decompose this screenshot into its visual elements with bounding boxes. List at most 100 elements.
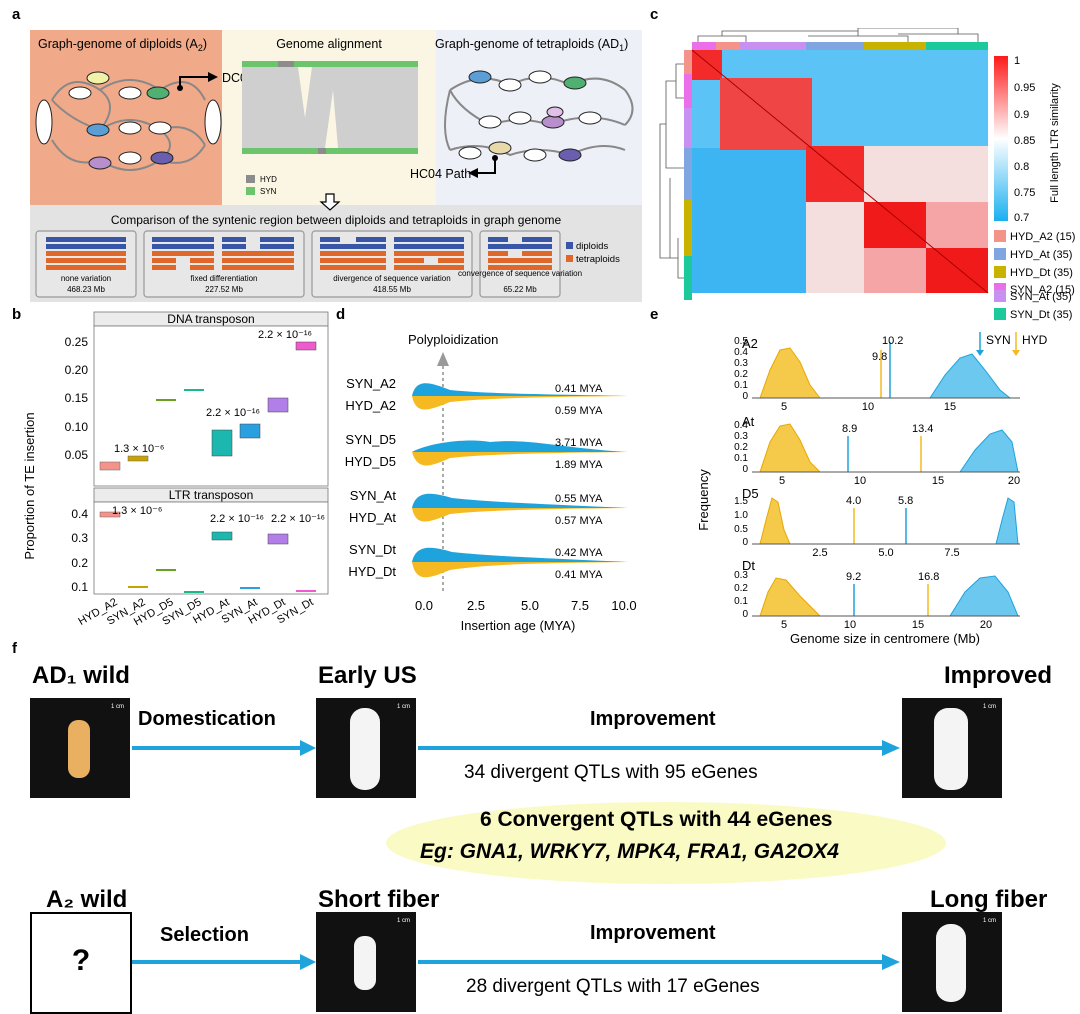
svg-text:4.0: 4.0 xyxy=(846,495,861,507)
legend-hyd-at: HYD_At (35) xyxy=(1010,249,1072,261)
val-syn-a2: 0.41 MYA xyxy=(555,383,603,395)
svg-text:0: 0 xyxy=(742,464,748,475)
dx-tick-10: 10.0 xyxy=(611,598,636,613)
svg-text:0: 0 xyxy=(742,609,748,620)
svg-text:5.8: 5.8 xyxy=(898,495,913,507)
tick-020: 0.20 xyxy=(65,363,89,377)
up-arrow-icon xyxy=(437,352,449,366)
cbar-tick-085: 0.85 xyxy=(1014,135,1035,147)
legend-diploids: diploids xyxy=(576,241,608,252)
val-syn-d5: 3.71 MYA xyxy=(555,437,603,449)
cbar-tick-1: 1 xyxy=(1014,55,1020,67)
legend-e-syn: SYN xyxy=(986,333,1011,347)
legend-syn: SYN xyxy=(260,187,277,196)
label-a2-wild: A₂ wild xyxy=(46,886,128,913)
ridge-dt xyxy=(412,547,628,578)
cat4-size: 65.22 Mb xyxy=(503,285,537,294)
row-label-hyd-at: HYD_At xyxy=(349,510,396,525)
svg-text:0: 0 xyxy=(742,391,748,402)
panel-c-heatmap: 1 0.95 0.9 0.85 0.8 0.75 0.7 Full length… xyxy=(659,28,1075,300)
legend-syn-dt: SYN_Dt (35) xyxy=(1010,309,1072,321)
svg-text:0.2: 0.2 xyxy=(734,369,748,380)
cbar-tick-095: 0.95 xyxy=(1014,82,1035,94)
svg-text:5: 5 xyxy=(781,401,787,413)
val-syn-at: 0.55 MYA xyxy=(555,493,603,505)
svg-text:0.3: 0.3 xyxy=(734,358,748,369)
cat1-size: 468.23 Mb xyxy=(67,285,105,294)
dx-tick-0: 0.0 xyxy=(415,598,433,613)
arrow-selection xyxy=(132,954,316,970)
label-improvement-bottom: Improvement xyxy=(590,922,716,944)
tick-01: 0.1 xyxy=(71,580,88,594)
fiber-photo-ad1-wild: 1 cm xyxy=(30,698,130,798)
label-conv-genes: Eg: GNA1, WRKY7, MPK4, FRA1, GA2OX4 xyxy=(420,840,839,863)
svg-text:9.2: 9.2 xyxy=(846,571,861,583)
label-improvement-top: Improvement xyxy=(590,708,716,730)
cat3-size: 418.55 Mb xyxy=(373,285,411,294)
svg-text:1.5: 1.5 xyxy=(734,496,748,507)
svg-text:0.1: 0.1 xyxy=(734,453,748,464)
svg-text:20: 20 xyxy=(1008,475,1020,487)
row-label-syn-d5: SYN_D5 xyxy=(345,432,396,447)
arrow-domestication xyxy=(132,740,316,756)
svg-text:5: 5 xyxy=(781,619,787,631)
panel-a-figure: Graph-genome of diploids (A2) Genome ali… xyxy=(30,30,642,302)
panel-label-b: b xyxy=(12,306,22,323)
box1-bars xyxy=(46,237,126,270)
svg-text:15: 15 xyxy=(912,619,924,631)
panel-a-mid-title: Genome alignment xyxy=(276,37,382,51)
fiber-photo-long: 1 cm xyxy=(902,912,1002,1012)
label-long-fiber: Long fiber xyxy=(930,886,1048,913)
row-label-syn-a2: SYN_A2 xyxy=(346,376,396,391)
comparison-title: Comparison of the syntenic region betwee… xyxy=(111,213,562,227)
cbar-tick-09: 0.9 xyxy=(1014,109,1029,121)
row-label-syn-at: SYN_At xyxy=(350,488,397,503)
svg-text:8.9: 8.9 xyxy=(842,423,857,435)
legend-hyd: HYD xyxy=(260,175,277,184)
val-syn-dt: 0.42 MYA xyxy=(555,547,603,559)
svg-text:0: 0 xyxy=(742,537,748,548)
strip-ltr: LTR transposon xyxy=(169,488,254,502)
svg-text:0.2: 0.2 xyxy=(734,583,748,594)
svg-text:0.3: 0.3 xyxy=(734,570,748,581)
bottom-boxes xyxy=(99,511,316,593)
val-hyd-d5: 1.89 MYA xyxy=(555,459,603,471)
dx-tick-75: 7.5 xyxy=(571,598,589,613)
panel-label-c: c xyxy=(650,6,659,23)
dx-tick-25: 2.5 xyxy=(467,598,485,613)
svg-text:10: 10 xyxy=(862,401,874,413)
strip-dna: DNA transposon xyxy=(167,312,254,326)
val-hyd-a2: 0.59 MYA xyxy=(555,405,603,417)
svg-text:20: 20 xyxy=(980,619,992,631)
svg-text:10.2: 10.2 xyxy=(882,335,903,347)
pval-top-1: 1.3 × 10⁻⁶ xyxy=(114,443,164,455)
cbar-tick-07: 0.7 xyxy=(1014,212,1029,224)
cat2-size: 227.52 Mb xyxy=(205,285,243,294)
svg-text:9.8: 9.8 xyxy=(872,351,887,363)
box3-bars xyxy=(320,237,464,270)
val-hyd-at: 0.57 MYA xyxy=(555,515,603,527)
cat4-name: convergence of sequence variation xyxy=(458,269,582,278)
label-domestication: Domestication xyxy=(138,708,276,730)
ridge-a2 xyxy=(412,383,628,410)
svg-text:0.4: 0.4 xyxy=(734,420,748,431)
svg-text:5: 5 xyxy=(779,475,785,487)
panel-e-xlabel: Genome size in centromere (Mb) xyxy=(790,631,981,646)
pval-top-3: 2.2 × 10⁻¹⁶ xyxy=(258,329,312,341)
legend-syn-a2: SYN_A2 (15) xyxy=(1010,284,1075,296)
top-boxes xyxy=(99,341,317,471)
svg-text:0.1: 0.1 xyxy=(734,596,748,607)
label-early-us: Early US xyxy=(318,662,417,689)
label-bottom-qtl: 28 divergent QTLs with 17 eGenes xyxy=(466,976,760,997)
cbar-label: Full length LTR similarity xyxy=(1049,83,1061,203)
pval-bot-2: 2.2 × 10⁻¹⁶ xyxy=(210,513,264,525)
box2-bars xyxy=(152,237,294,270)
legend-tetraploids: tetraploids xyxy=(576,254,620,265)
panel-c-legend-extra: SYN_At (35) SYN_Dt (35) xyxy=(994,290,1072,321)
svg-text:2.5: 2.5 xyxy=(812,547,827,559)
panel-label-d: d xyxy=(336,306,346,323)
panel-e-ylabel: Frequency xyxy=(696,469,711,531)
panel-label-f: f xyxy=(12,640,17,657)
unknown-box: ? xyxy=(30,912,132,1014)
svg-text:At: At xyxy=(742,414,755,429)
